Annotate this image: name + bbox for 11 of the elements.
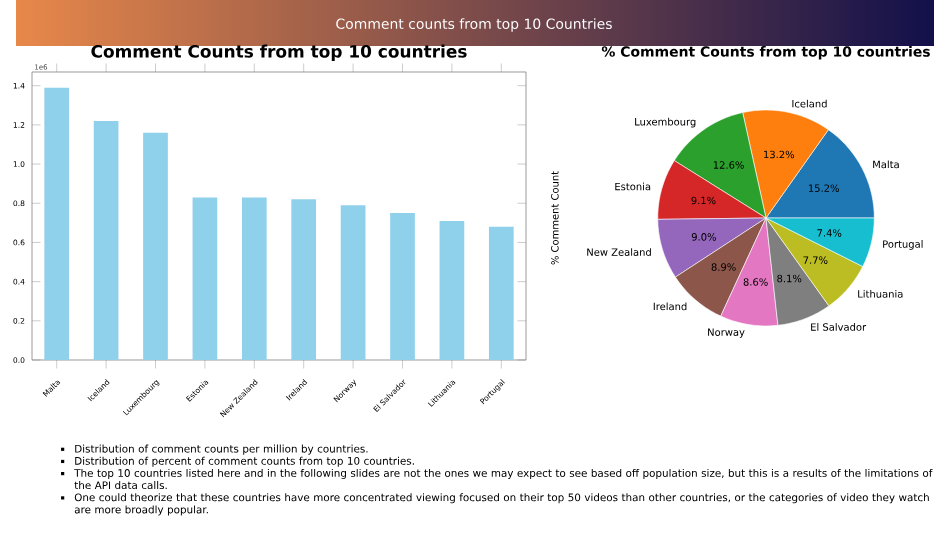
- bar: [340, 205, 366, 360]
- bar: [390, 213, 415, 360]
- bar: [488, 226, 514, 360]
- bar: [192, 197, 218, 360]
- bar: [93, 120, 119, 360]
- bar: [439, 220, 465, 360]
- bar: [44, 87, 70, 360]
- bar: [291, 199, 317, 360]
- bar: [143, 132, 168, 360]
- chart-title: Comment Counts from top 10 countries: [91, 44, 467, 62]
- bar: [241, 197, 267, 360]
